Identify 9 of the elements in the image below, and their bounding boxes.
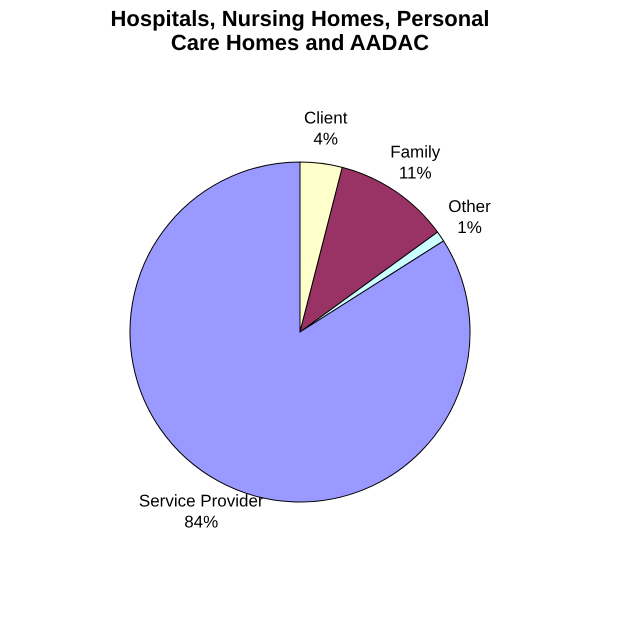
data-label: 4%: [313, 130, 338, 149]
chart-title: Hospitals, Nursing Homes, Personal Care Homes and AADAC: [110, 6, 490, 55]
slice-label: Other: [448, 196, 492, 216]
slice-label: Family: [390, 142, 441, 162]
data-label: 11%: [398, 163, 432, 182]
data-label: 84%: [184, 512, 218, 532]
data-label: 1%: [457, 218, 482, 237]
slice-label: Client: [304, 108, 348, 128]
slice-label: Service Provider: [138, 492, 264, 511]
